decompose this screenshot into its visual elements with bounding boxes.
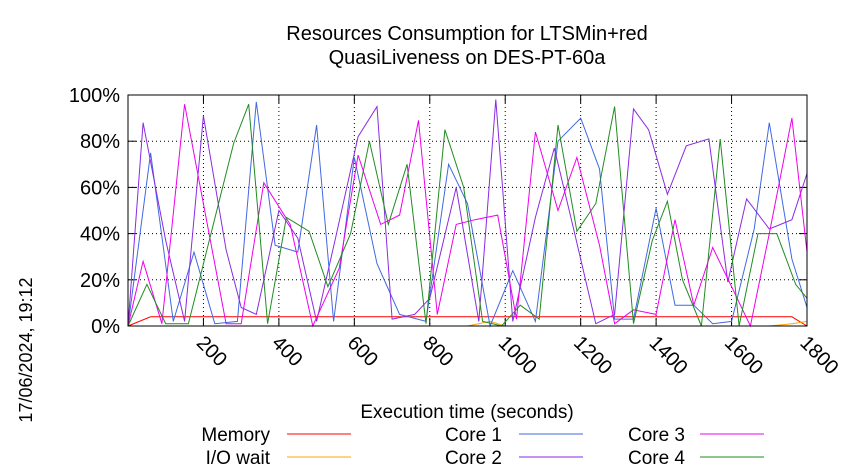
- legend-label-i-o-wait: I/O wait: [206, 448, 271, 469]
- x-tick-label: 1200: [569, 332, 616, 379]
- x-tick-label: 400: [267, 332, 306, 371]
- series-line-core-3: [127, 104, 808, 328]
- series-lines: [127, 99, 808, 328]
- y-tick-label: 100%: [69, 85, 120, 107]
- x-tick-label: 1400: [645, 332, 692, 379]
- x-tick-label: 1600: [720, 332, 767, 379]
- series-line-memory: [127, 316, 808, 327]
- legend-label-memory: Memory: [201, 425, 270, 446]
- legend-label-core-2: Core 2: [445, 448, 502, 469]
- y-tick-label: 40%: [80, 224, 120, 246]
- y-tick-label: 20%: [80, 270, 120, 292]
- y-tick-label: 80%: [80, 131, 120, 153]
- legend-label-core-4: Core 4: [628, 448, 685, 469]
- series-line-core-4: [127, 104, 808, 327]
- legend-label-core-3: Core 3: [628, 425, 685, 446]
- x-tick-label: 800: [418, 332, 457, 371]
- x-axis-label: Execution time (seconds): [360, 402, 573, 423]
- timestamp: 17/06/2024, 19:12: [16, 277, 36, 422]
- x-tick-label: 1800: [795, 332, 842, 379]
- legend-label-core-1: Core 1: [445, 425, 502, 446]
- chart-title-line2: QuasiLiveness on DES-PT-60a: [329, 47, 607, 69]
- series-line-core-2: [127, 99, 808, 327]
- series-line-core-1: [127, 101, 808, 328]
- chart-title-line1: Resources Consumption for LTSMin+red: [286, 23, 647, 45]
- y-tick-label: 0%: [91, 316, 120, 338]
- x-ticks: 200 400 600 800 1000 1200 1400 1600 1800: [192, 95, 842, 379]
- x-tick-label: 200: [192, 332, 231, 371]
- plot-frame: [127, 94, 808, 327]
- x-tick-label: 600: [343, 332, 382, 371]
- x-tick-label: 1000: [494, 332, 541, 379]
- y-tick-label: 60%: [80, 177, 120, 199]
